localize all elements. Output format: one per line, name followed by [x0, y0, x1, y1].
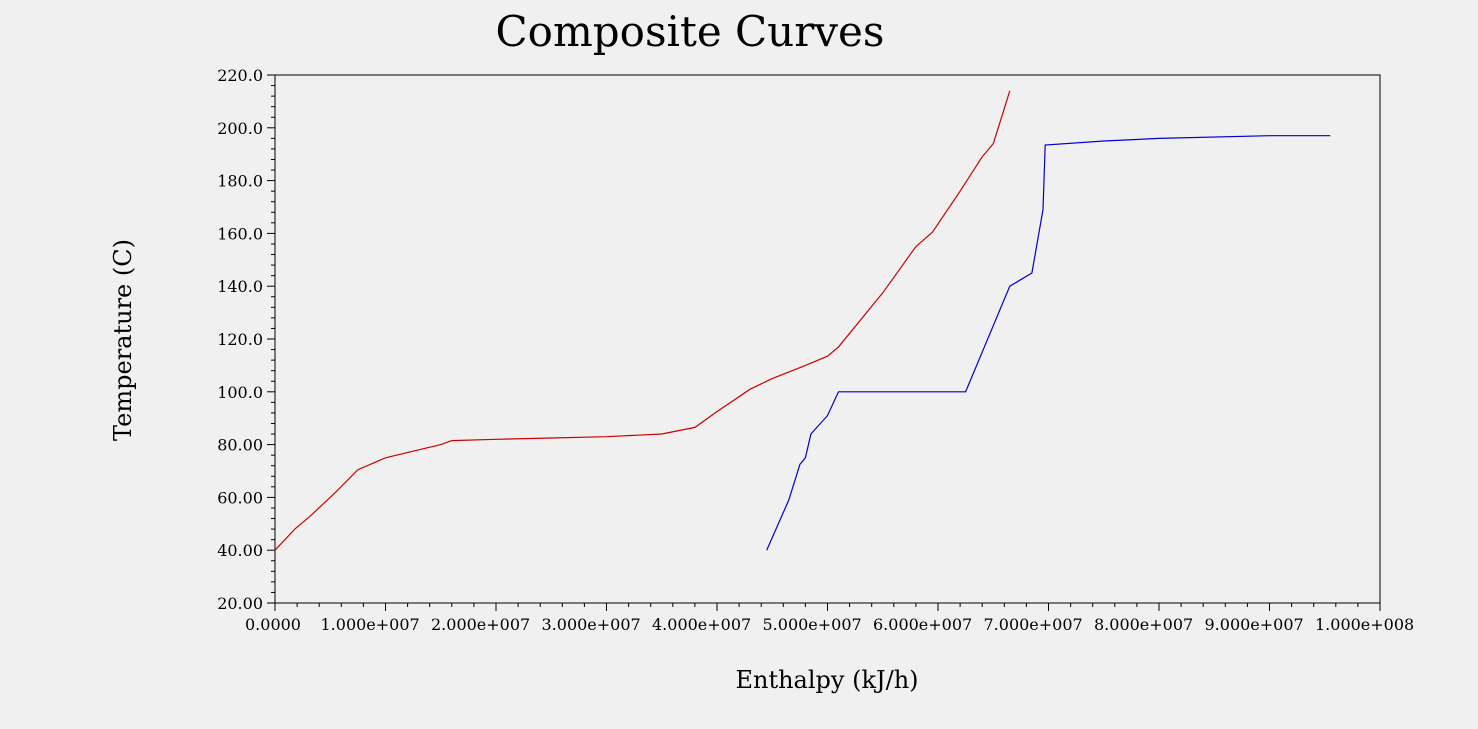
cold-composite-curve [766, 135, 1331, 551]
x-tick-label: 3.000e+007 [542, 615, 641, 634]
y-tick-label: 160.0 [217, 224, 263, 243]
y-tick-label: 180.0 [217, 172, 263, 191]
x-tick-label: 0.0000 [245, 615, 301, 634]
y-tick-label: 100.0 [217, 383, 263, 402]
x-axis-label: Enthalpy (kJ/h) [735, 666, 918, 694]
x-tick-label: 6.000e+007 [873, 615, 972, 634]
y-tick-label: 20.00 [217, 594, 263, 613]
x-tick-label: 2.000e+007 [431, 615, 530, 634]
y-axis-label: Temperature (C) [109, 239, 137, 441]
y-tick-label: 80.00 [217, 436, 263, 455]
x-tick-label: 1.000e+008 [1315, 615, 1414, 634]
y-tick-label: 120.0 [217, 330, 263, 349]
y-tick-label: 200.0 [217, 119, 263, 138]
y-tick-label: 140.0 [217, 277, 263, 296]
y-tick-label: 40.00 [217, 541, 263, 560]
y-tick-label: 220.0 [217, 66, 263, 85]
plot-area [274, 74, 1381, 604]
x-tick-label: 5.000e+007 [763, 615, 862, 634]
chart-title: Composite Curves [496, 7, 885, 56]
x-tick-label: 7.000e+007 [984, 615, 1083, 634]
y-tick-label: 60.00 [217, 488, 263, 507]
x-tick-label: 8.000e+007 [1094, 615, 1193, 634]
x-tick-label: 4.000e+007 [652, 615, 751, 634]
series-layer [274, 90, 1331, 551]
hot-composite-curve [274, 90, 1011, 551]
x-tick-label: 1.000e+007 [321, 615, 420, 634]
axis-ticks: 20.00 40.00 60.00 80.00 100.0 120.0 140.0 160.0… [217, 66, 1414, 634]
x-tick-label: 9.000e+007 [1205, 615, 1304, 634]
